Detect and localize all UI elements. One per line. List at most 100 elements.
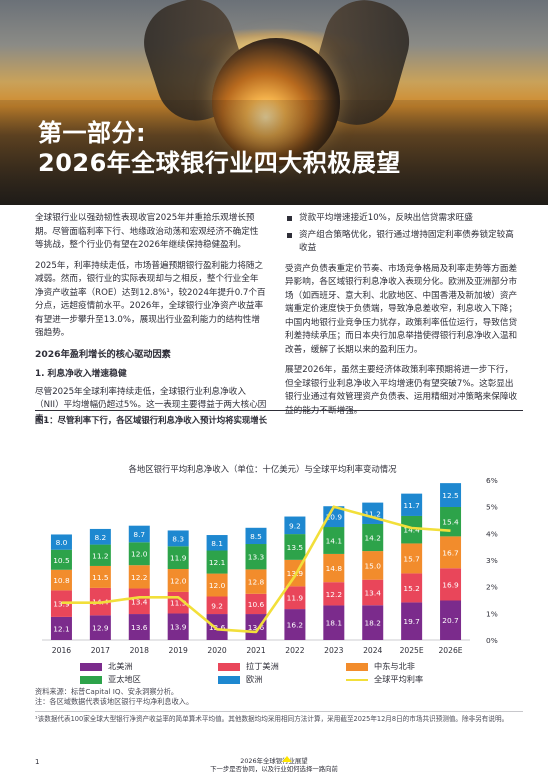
bar-segment xyxy=(89,544,111,566)
bar-segment xyxy=(206,535,228,551)
data-label: 10.9 xyxy=(326,513,343,522)
bar-segment xyxy=(362,551,384,580)
bar-segment xyxy=(362,523,384,552)
bar-segment xyxy=(167,569,189,592)
footnote: ¹该数据代表100家全球大型银行净资产收益率的简单算术平均值。其他数据均均采用相… xyxy=(35,715,509,723)
legend-item-mena: 中东与北非 xyxy=(346,660,415,672)
x-tick-label: 2018 xyxy=(130,646,149,655)
legend-item-latin-america: 拉丁美洲 xyxy=(218,660,279,672)
bar-segment xyxy=(323,506,345,528)
bar-segment xyxy=(284,586,306,610)
x-tick-label: 2019 xyxy=(169,646,188,655)
data-label: 13.9 xyxy=(53,600,70,609)
data-label: 12.0 xyxy=(170,576,187,585)
bar-segment xyxy=(50,616,72,640)
data-label: 14.2 xyxy=(364,534,380,543)
x-tick-label: 2022 xyxy=(285,646,304,655)
bar-segment xyxy=(128,542,150,566)
data-label: 19.7 xyxy=(403,617,420,626)
bullet-item: 资产组合策略优化，银行通过增持固定利率债券锁定较高收益 xyxy=(285,229,521,256)
data-label: 12.2 xyxy=(326,590,342,599)
bar-segment xyxy=(401,602,423,640)
bar-segment xyxy=(167,613,189,640)
bar-segment xyxy=(362,579,384,606)
legend-line xyxy=(346,678,368,681)
left-column: 全球银行业以强劲韧性表现收官2025年并重拾乐观增长预期。尽管面临利率下行、地缘… xyxy=(35,212,267,433)
page-number: 1 xyxy=(35,758,40,766)
data-label: 11.3 xyxy=(170,599,187,608)
data-label: 12.5 xyxy=(442,491,459,500)
bar-segment xyxy=(245,544,267,570)
bar-segment xyxy=(128,565,150,589)
data-label: 13.6 xyxy=(248,623,265,632)
x-tick-label: 2025E xyxy=(400,646,424,655)
chart-source: 资料来源：标普Capital IQ、安永洞察分析。 注：各区域数据代表该地区银行… xyxy=(35,687,194,706)
data-label: 13.6 xyxy=(209,623,226,632)
y2-tick-label: 1% xyxy=(486,609,498,618)
data-label: 12.1 xyxy=(53,624,70,633)
bar-segment xyxy=(50,549,72,570)
y2-tick-label: 3% xyxy=(486,556,498,565)
data-label: 14.4 xyxy=(403,526,420,535)
y2-tick-label: 2% xyxy=(486,583,498,592)
bar-segment xyxy=(284,534,306,560)
hero-overlay xyxy=(0,100,548,205)
data-label: 10.5 xyxy=(53,556,70,565)
bar-segment xyxy=(401,573,423,603)
bar-segment xyxy=(89,615,111,640)
roe-paragraph: 2025年，利率持续走低，市场普遍预期银行盈利能力将随之减弱。然而，银行业的实际… xyxy=(35,260,266,339)
bar-segment xyxy=(245,614,267,640)
x-tick-label: 2017 xyxy=(91,646,110,655)
bar-segment xyxy=(167,530,189,547)
bar-segment xyxy=(89,565,111,588)
bullet-item: 贷款平均增速接近10%，反映出信贷需求旺盛 xyxy=(285,212,521,226)
right-column: 贷款平均增速接近10%，反映出信贷需求旺盛 资产组合策略优化，银行通过增持固定利… xyxy=(285,212,521,425)
bar-segment xyxy=(167,546,189,570)
data-label: 11.7 xyxy=(403,501,420,510)
bar-segment xyxy=(128,614,150,640)
data-label: 16.2 xyxy=(287,621,303,630)
x-tick-label: 2020 xyxy=(207,646,226,655)
data-label: 11.2 xyxy=(92,551,108,560)
bar-segment xyxy=(440,600,462,640)
data-label: 11.5 xyxy=(92,573,109,582)
data-label: 8.7 xyxy=(133,530,145,539)
global-rate-line xyxy=(61,505,451,634)
data-label: 18.1 xyxy=(326,619,343,628)
bar-segment xyxy=(50,590,72,617)
subsection-heading: 1. 利息净收入增速稳健 xyxy=(35,369,127,379)
bar-segment xyxy=(401,543,423,574)
bar-segment xyxy=(440,483,462,507)
bar-segment xyxy=(323,582,345,606)
legend-item-europe: 欧洲 xyxy=(218,673,262,685)
data-label: 16.7 xyxy=(442,548,459,557)
figure-caption: 图1：尽管利率下行，各区域银行利息净收入预计均将实现增长 xyxy=(35,415,267,425)
data-label: 12.0 xyxy=(209,581,226,590)
legend-swatch xyxy=(346,662,368,671)
data-label: 14.1 xyxy=(326,536,343,545)
bar-segment xyxy=(362,605,384,640)
data-label: 13.4 xyxy=(364,588,381,597)
legend-item-asia-pacific: 亚太地区 xyxy=(80,673,141,685)
data-label: 12.1 xyxy=(209,558,226,567)
data-label: 8.1 xyxy=(211,539,223,548)
y2-tick-label: 5% xyxy=(486,503,498,512)
x-tick-label: 2024 xyxy=(363,646,382,655)
bar-segment xyxy=(128,588,150,615)
title-line-1: 第一部分: xyxy=(38,119,147,147)
bar-segment xyxy=(206,550,228,574)
data-label: 15.7 xyxy=(403,554,420,563)
y2-tick-label: 0% xyxy=(486,636,498,645)
intro-paragraph: 全球银行业以强劲韧性表现收官2025年并重拾乐观增长预期。尽管面临利率下行、地缘… xyxy=(35,213,259,250)
chart-title: 各地区银行平均利息净收入（单位：十亿美元）与全球平均利率变动情况 xyxy=(128,464,397,474)
data-label: 13.6 xyxy=(131,623,148,632)
bar-segment xyxy=(245,527,267,545)
data-label: 13.4 xyxy=(131,597,148,606)
data-label: 8.5 xyxy=(250,532,262,541)
y2-tick-label: 6% xyxy=(486,476,498,485)
legend-item-global-rate: 全球平均利率 xyxy=(346,673,423,685)
data-label: 9.2 xyxy=(211,601,223,610)
bar-segment xyxy=(440,568,462,601)
data-label: 8.3 xyxy=(172,534,184,543)
bar-segment xyxy=(440,536,462,569)
